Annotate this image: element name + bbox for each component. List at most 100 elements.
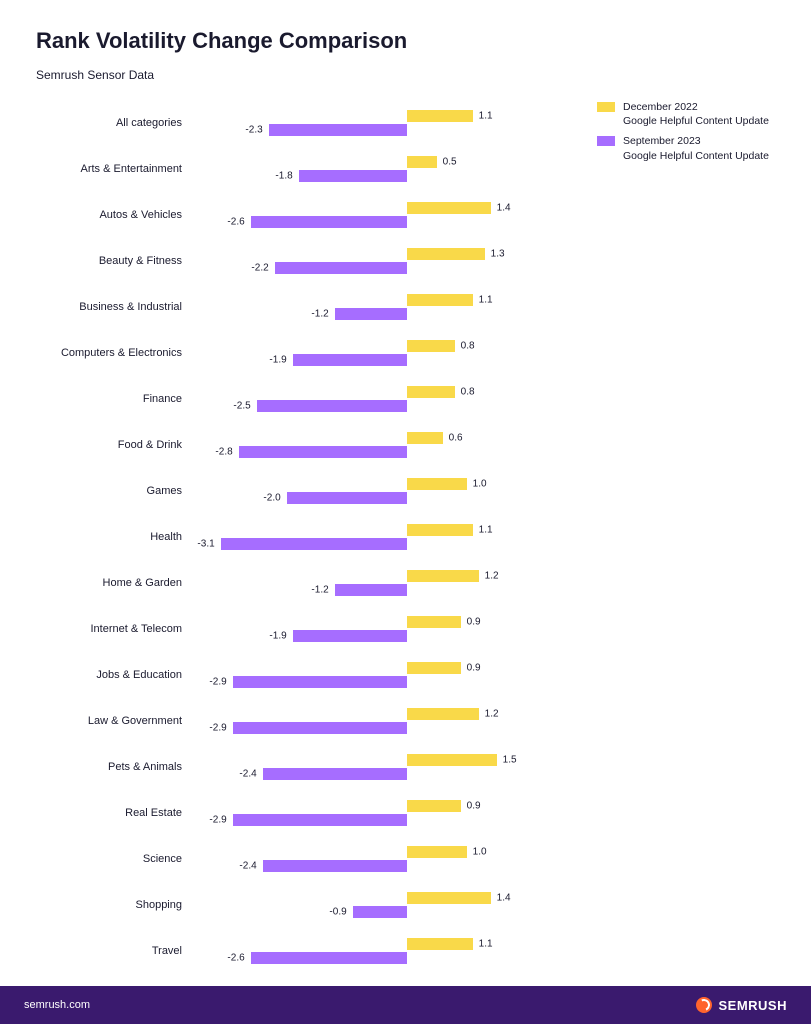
bar (263, 768, 407, 780)
bar-row: -2.3 (196, 124, 579, 136)
bar-area: 1.1-1.2 (196, 284, 579, 330)
footer-url: semrush.com (24, 999, 90, 1011)
bar (299, 170, 407, 182)
bar-area: 0.9 -1.9 (196, 606, 579, 652)
value-label: 0.8 (461, 387, 475, 398)
bar-row: 1.1 (196, 110, 579, 122)
value-label: -3.1 (197, 539, 214, 550)
footer: semrush.com SEMRUSH (0, 986, 811, 1024)
bar (407, 110, 473, 122)
bar-row: -2.6 (196, 216, 579, 228)
value-label: -2.0 (263, 493, 280, 504)
category-label: Real Estate (36, 807, 196, 819)
legend-item: December 2022Google Helpful Content Upda… (597, 100, 787, 128)
bar (407, 524, 473, 536)
bar (407, 892, 491, 904)
value-label: -1.9 (269, 631, 286, 642)
category-row: Health1.1-3.1 (36, 514, 579, 560)
category-row: Home & Garden1.2-1.2 (36, 560, 579, 606)
value-label: 0.9 (467, 617, 481, 628)
bar (407, 616, 461, 628)
bar-area: 1.5 -2.4 (196, 744, 579, 790)
chart-subtitle: Semrush Sensor Data (36, 68, 787, 82)
legend: December 2022Google Helpful Content Upda… (597, 100, 787, 976)
chart-body: All categories1.1-2.3Arts & Entertainmen… (36, 100, 787, 976)
bar (407, 432, 443, 444)
bar (221, 538, 407, 550)
category-row: Food & Drink0.6-2.8 (36, 422, 579, 468)
bar (407, 708, 479, 720)
category-label: All categories (36, 117, 196, 129)
category-label: Science (36, 853, 196, 865)
bar (407, 662, 461, 674)
value-label: -2.9 (209, 723, 226, 734)
bar-area: 1.3-2.2 (196, 238, 579, 284)
bar-row: -2.6 (196, 952, 579, 964)
value-label: 0.8 (461, 341, 475, 352)
value-label: -1.2 (311, 585, 328, 596)
bar (407, 478, 467, 490)
chart-title: Rank Volatility Change Comparison (36, 28, 787, 54)
value-label: 1.3 (491, 249, 505, 260)
bar (233, 676, 407, 688)
value-label: -1.8 (275, 171, 292, 182)
bar-row: 1.4 (196, 202, 579, 214)
chart-container: Rank Volatility Change Comparison Semrus… (0, 0, 811, 986)
bar-row: 1.1 (196, 294, 579, 306)
category-row: Arts & Entertainment 0.5 -1.8 (36, 146, 579, 192)
bar (251, 216, 407, 228)
bar (287, 492, 407, 504)
bar-row: 1.2 (196, 570, 579, 582)
bar-row: 0.6 (196, 432, 579, 444)
bar-row: -2.4 (196, 860, 579, 872)
bar-row: -1.8 (196, 170, 579, 182)
category-row: Beauty & Fitness1.3-2.2 (36, 238, 579, 284)
bar (233, 722, 407, 734)
bar-row: 1.3 (196, 248, 579, 260)
bar-area: 0.9-2.9 (196, 652, 579, 698)
bar-row: -2.9 (196, 676, 579, 688)
bar-area: 1.0 -2.0 (196, 468, 579, 514)
bar-row: 1.0 (196, 846, 579, 858)
category-row: Pets & Animals1.5 -2.4 (36, 744, 579, 790)
value-label: 0.5 (443, 157, 457, 168)
bar-row: 0.8 (196, 340, 579, 352)
bar-row: 1.2 (196, 708, 579, 720)
bar-row: 0.9 (196, 616, 579, 628)
category-row: Real Estate0.9-2.9 (36, 790, 579, 836)
bar-area: 0.9-2.9 (196, 790, 579, 836)
value-label: -2.4 (239, 769, 256, 780)
bar-area: 1.0 -2.4 (196, 836, 579, 882)
bar (407, 570, 479, 582)
value-label: 1.1 (479, 295, 493, 306)
category-label: Beauty & Fitness (36, 255, 196, 267)
category-label: Law & Government (36, 715, 196, 727)
category-label: Pets & Animals (36, 761, 196, 773)
bar-area: 1.1 -2.3 (196, 100, 579, 146)
bar (263, 860, 407, 872)
value-label: -1.9 (269, 355, 286, 366)
category-label: Games (36, 485, 196, 497)
bar (251, 952, 407, 964)
bar (239, 446, 407, 458)
category-row: Shopping1.4-0.9 (36, 882, 579, 928)
category-label: Health (36, 531, 196, 543)
legend-swatch (597, 102, 615, 112)
category-label: Arts & Entertainment (36, 163, 196, 175)
bar-row: 1.0 (196, 478, 579, 490)
bar-row: -2.9 (196, 722, 579, 734)
bar (293, 630, 407, 642)
value-label: 1.2 (485, 709, 499, 720)
bar (407, 754, 497, 766)
category-label: Internet & Telecom (36, 623, 196, 635)
bar (233, 814, 407, 826)
bar-area: 0.8-2.5 (196, 376, 579, 422)
bar-row: 1.5 (196, 754, 579, 766)
legend-label: September 2023Google Helpful Content Upd… (623, 134, 769, 162)
bar-row: 1.1 (196, 938, 579, 950)
category-label: Autos & Vehicles (36, 209, 196, 221)
value-label: 1.1 (479, 939, 493, 950)
legend-item: September 2023Google Helpful Content Upd… (597, 134, 787, 162)
bar (407, 938, 473, 950)
brand-text: SEMRUSH (718, 998, 787, 1013)
